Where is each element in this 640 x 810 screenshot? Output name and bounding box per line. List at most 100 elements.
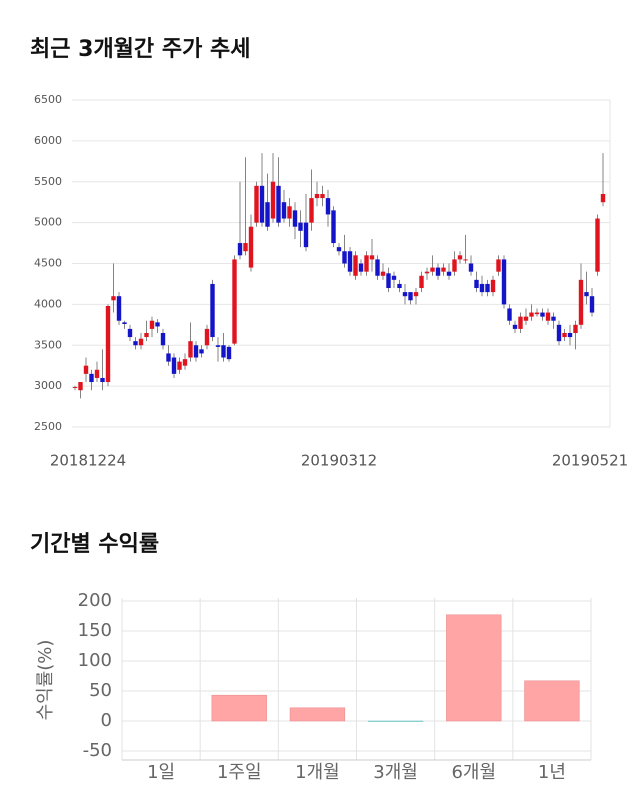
candle-body: [353, 255, 358, 276]
candle-body: [408, 292, 413, 301]
candle-body: [331, 210, 336, 244]
x-tick-label: 20181224: [50, 452, 126, 470]
candle-body: [501, 259, 507, 305]
candle-body: [347, 251, 353, 272]
candle-body: [600, 194, 606, 203]
candle-body: [248, 226, 254, 268]
candle-body: [507, 308, 512, 321]
candle-body: [226, 346, 232, 360]
candle-body: [210, 283, 215, 338]
y-tick-label: 100: [78, 650, 112, 671]
bar: [367, 720, 424, 722]
candle-body: [545, 312, 551, 321]
candle-body: [413, 292, 419, 297]
candle-body: [435, 267, 441, 276]
candle-body: [402, 292, 408, 297]
candle-body: [281, 202, 287, 219]
candle-body: [215, 345, 221, 347]
candle-body: [177, 361, 182, 370]
chart-title: 최근 3개월간 주가 추세: [30, 37, 250, 62]
candle-body: [556, 324, 562, 342]
candle-body: [485, 283, 490, 293]
candle-body: [221, 345, 226, 358]
candle-body: [116, 296, 122, 321]
bar: [524, 680, 580, 722]
candle-body: [457, 255, 463, 260]
candle-body: [578, 279, 584, 325]
candle-body: [270, 181, 276, 219]
candle-body: [364, 255, 369, 272]
candle-body: [188, 341, 193, 358]
candle-body: [325, 198, 331, 215]
y-tick-label: 5500: [34, 175, 62, 188]
candle-body: [265, 202, 270, 227]
candle-body: [424, 271, 430, 274]
candle-body: [171, 357, 177, 374]
y-tick-label: -50: [83, 740, 112, 761]
candle-body: [72, 386, 78, 388]
candle-body: [89, 373, 94, 383]
y-tick-label: 6500: [34, 93, 62, 106]
candle-body: [303, 222, 309, 248]
chart-title: 기간별 수익률: [30, 532, 159, 557]
y-tick-label: 6000: [34, 134, 62, 147]
candle-body: [534, 312, 540, 315]
x-tick-label: 3개월: [373, 762, 418, 783]
y-tick-label: 3000: [34, 379, 62, 392]
candle-body: [149, 320, 155, 329]
y-tick-label: 200: [78, 590, 112, 611]
candle-body: [452, 259, 457, 272]
candle-body: [314, 194, 320, 199]
y-tick-label: 4000: [34, 297, 62, 310]
candle-body: [540, 312, 545, 317]
candle-body: [523, 316, 529, 321]
candle-body: [386, 273, 391, 289]
x-tick-label: 1주일: [217, 762, 262, 783]
candle-body: [127, 328, 133, 338]
candle-body: [573, 324, 578, 333]
candle-body: [78, 382, 83, 391]
candle-body: [320, 194, 325, 199]
y-tick-label: 5000: [34, 216, 62, 229]
candle-body: [309, 198, 314, 223]
candle-body: [529, 312, 534, 317]
candle-body: [259, 185, 265, 223]
candle-body: [474, 279, 479, 289]
candle-body: [199, 349, 204, 354]
candle-body: [562, 332, 567, 338]
candle-body: [193, 345, 199, 358]
candle-body: [375, 259, 380, 276]
candle-body: [468, 263, 474, 272]
candle-body: [292, 210, 298, 227]
candle-body: [391, 275, 397, 280]
y-tick-label: 3500: [34, 338, 62, 351]
candle-body: [232, 259, 237, 344]
candle-body: [122, 322, 127, 324]
candle-body: [182, 359, 188, 366]
candle-body: [133, 341, 138, 346]
candle-body: [160, 332, 166, 346]
candle-body: [204, 328, 210, 346]
y-tick-label: 50: [89, 680, 112, 701]
candle-body: [441, 267, 446, 272]
candle-body: [397, 283, 402, 289]
candle-body: [369, 255, 375, 260]
x-tick-label: 20190312: [301, 452, 377, 470]
candle-body: [144, 332, 149, 338]
candle-body: [243, 243, 248, 252]
candle-body: [342, 251, 347, 264]
candle-body: [105, 306, 111, 383]
candle-body: [479, 283, 485, 293]
candle-body: [287, 206, 292, 219]
x-tick-label: 20190521: [552, 452, 628, 470]
candle-body: [276, 185, 281, 223]
x-tick-label: 1개월: [295, 762, 340, 783]
candle-body: [155, 322, 160, 327]
candle-body: [237, 243, 243, 256]
candle-body: [490, 279, 496, 293]
y-axis-label: 수익률(%): [35, 640, 56, 721]
candle-body: [430, 267, 435, 272]
x-tick-label: 1년: [538, 762, 566, 783]
bar: [446, 614, 502, 722]
